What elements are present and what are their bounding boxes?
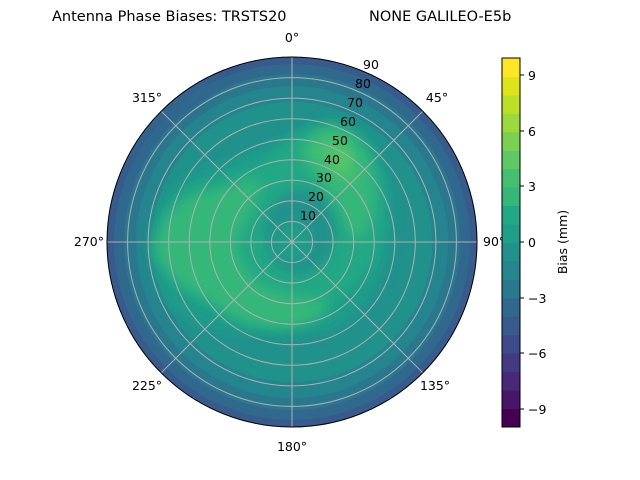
colorbar-segment	[502, 297, 520, 317]
radial-label-90: 90	[363, 57, 379, 72]
colorbar-segment	[502, 371, 520, 391]
chart-subtitle: NONE GALILEO-E5b	[369, 9, 512, 25]
colorbar-segment	[502, 334, 520, 354]
colorbar-tick-neg9: −9	[528, 402, 546, 417]
polar-grid	[107, 57, 477, 427]
radial-label-40: 40	[324, 152, 340, 167]
colorbar-tick-6: 6	[528, 124, 536, 139]
radial-label-80: 80	[355, 76, 371, 91]
colorbar-segment	[502, 168, 520, 188]
colorbar-segment	[502, 353, 520, 373]
colorbar-segment	[502, 113, 520, 133]
colorbar-segment	[502, 408, 520, 428]
polar-frame	[106, 56, 478, 428]
colorbar-segment	[502, 224, 520, 243]
colorbar-segment	[502, 242, 520, 262]
colorbar-ticks	[520, 74, 524, 410]
colorbar-tick-9: 9	[528, 68, 536, 83]
colorbar-segment	[502, 316, 520, 336]
radial-label-70: 70	[347, 95, 363, 110]
radial-label-50: 50	[332, 133, 348, 148]
radial-label-20: 20	[308, 189, 324, 204]
colorbar-segment	[502, 187, 520, 207]
colorbar-segment	[502, 76, 520, 96]
angle-label-225: 225°	[132, 378, 162, 393]
colorbar-tick-0: 0	[528, 235, 536, 250]
angle-label-0: 0°	[285, 30, 299, 45]
radial-label-10: 10	[300, 208, 316, 223]
colorbar-tick-neg3: −3	[528, 291, 546, 306]
angle-label-45: 45°	[426, 90, 448, 105]
colorbar-label: Bias (mm)	[555, 210, 570, 274]
angle-label-90: 90°	[483, 234, 505, 249]
colorbar-segment	[502, 260, 520, 280]
angle-label-180: 180°	[277, 439, 307, 454]
radial-label-30: 30	[316, 170, 332, 185]
colorbar-tick-3: 3	[528, 179, 536, 194]
colorbar-segment	[502, 279, 520, 299]
colorbar	[502, 58, 520, 428]
colorbar-segment	[502, 131, 520, 151]
colorbar-segment	[502, 390, 520, 410]
radial-label-60: 60	[340, 114, 356, 129]
chart-title: Antenna Phase Biases: TRSTS20	[52, 9, 287, 25]
colorbar-segment	[502, 94, 520, 114]
angle-label-270: 270°	[74, 234, 104, 249]
colorbar-segment	[502, 58, 520, 77]
angle-label-135: 135°	[420, 378, 450, 393]
colorbar-segment	[502, 205, 520, 225]
colorbar-tick-neg6: −6	[528, 346, 546, 361]
colorbar-segment	[502, 150, 520, 170]
angle-label-315: 315°	[132, 90, 162, 105]
